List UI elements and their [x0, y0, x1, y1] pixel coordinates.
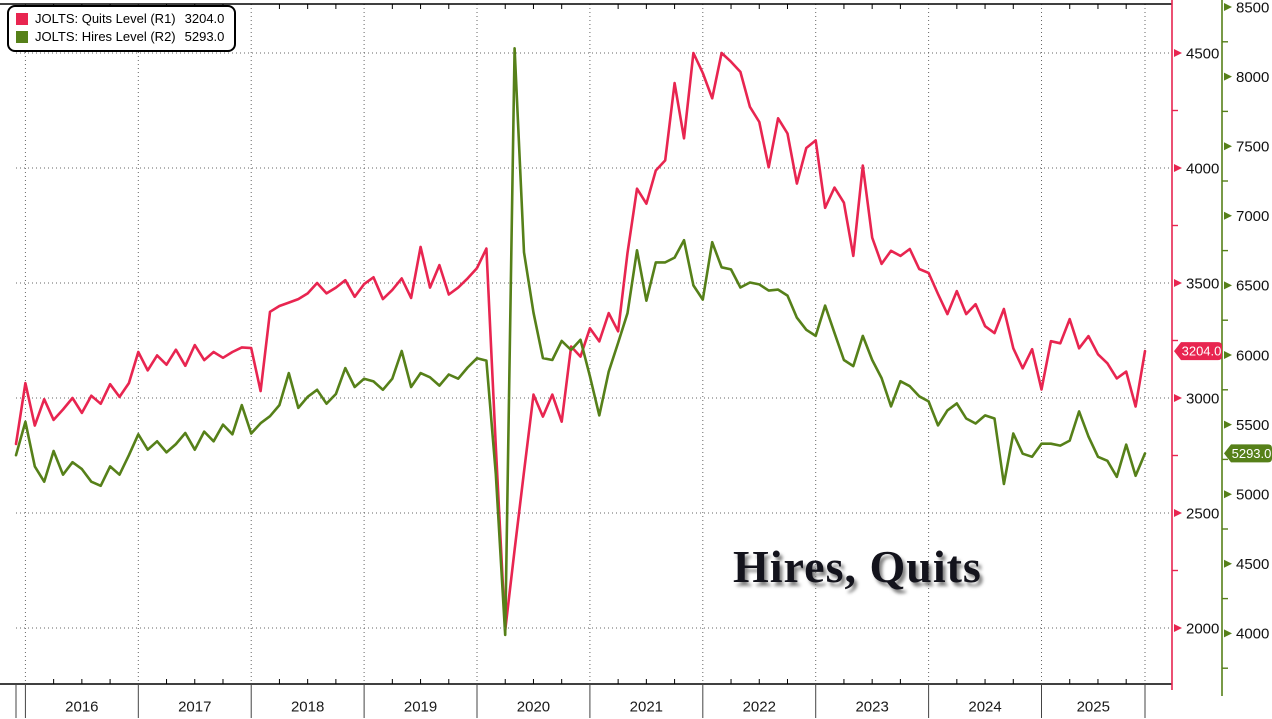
- r1-tick-arrow-icon: [1174, 279, 1182, 287]
- r2-tick-arrow-icon: [1224, 559, 1232, 568]
- r2-tick-label: 4000: [1236, 626, 1269, 643]
- legend-quits-value: 3204.0: [184, 11, 225, 26]
- r2-tick-label: 6000: [1236, 347, 1269, 364]
- r1-tick-label: 2000: [1186, 620, 1219, 637]
- r2-tick-arrow-icon: [1224, 72, 1232, 81]
- r1-tick-label: 3500: [1186, 275, 1219, 292]
- hires-value-tag-text: 5293.0: [1232, 446, 1272, 461]
- legend-item-quits[interactable]: JOLTS: Quits Level (R1) 3204.0: [16, 10, 224, 28]
- hires-line: [14, 46, 1147, 637]
- x-year-label: 2025: [1077, 698, 1110, 715]
- r2-tick-label: 7500: [1236, 138, 1269, 155]
- r1-tick-label: 3000: [1186, 390, 1219, 407]
- legend-quits-label: JOLTS: Quits Level (R1): [35, 11, 176, 26]
- quits-value-tag-text: 3204.0: [1182, 344, 1222, 359]
- r2-tick-label: 5000: [1236, 486, 1269, 503]
- chart-legend: JOLTS: Quits Level (R1) 3204.0 JOLTS: Hi…: [7, 5, 237, 52]
- r2-tick-label: 6500: [1236, 278, 1269, 295]
- x-year-label: 2018: [291, 698, 324, 715]
- r2-tick-label: 8500: [1236, 0, 1269, 16]
- x-year-label: 2020: [517, 698, 550, 715]
- r2-tick-arrow-icon: [1224, 211, 1232, 220]
- quits-value-tag-bg: [1174, 342, 1222, 361]
- r1-tick-label: 2500: [1186, 505, 1219, 522]
- quits-swatch-icon: [16, 13, 28, 25]
- r2-tick-label: 7000: [1236, 208, 1269, 225]
- r2-tick-arrow-icon: [1224, 420, 1232, 429]
- r2-tick-arrow-icon: [1224, 142, 1232, 151]
- r2-tick-arrow-icon: [1224, 281, 1232, 290]
- r2-tick-label: 8000: [1236, 69, 1269, 86]
- r2-tick-arrow-icon: [1224, 490, 1232, 499]
- hires-value-tag-bg: [1224, 444, 1272, 463]
- r1-tick-label: 4500: [1186, 45, 1219, 62]
- x-year-label: 2024: [968, 698, 1001, 715]
- x-year-label: 2023: [855, 698, 888, 715]
- legend-hires-label: JOLTS: Hires Level (R2): [35, 29, 176, 44]
- r1-tick-arrow-icon: [1174, 509, 1182, 517]
- x-year-label: 2017: [178, 698, 211, 715]
- r1-tick-arrow-icon: [1174, 49, 1182, 57]
- r2-tick-label: 4500: [1236, 556, 1269, 573]
- r1-tick-label: 4000: [1186, 160, 1219, 177]
- r2-tick-arrow-icon: [1224, 629, 1232, 638]
- x-year-label: 2019: [404, 698, 437, 715]
- quits-line: [14, 51, 1147, 632]
- x-year-label: 2021: [630, 698, 663, 715]
- chart-annotation-title: Hires, Quits: [733, 541, 982, 592]
- r1-tick-arrow-icon: [1174, 164, 1182, 172]
- r1-tick-arrow-icon: [1174, 394, 1182, 402]
- r2-tick-label: 5500: [1236, 417, 1269, 434]
- legend-item-hires[interactable]: JOLTS: Hires Level (R2) 5293.0: [16, 28, 224, 46]
- hires-swatch-icon: [16, 31, 28, 43]
- x-year-label: 2016: [65, 698, 98, 715]
- legend-hires-value: 5293.0: [184, 29, 225, 44]
- r1-tick-arrow-icon: [1174, 624, 1182, 632]
- x-year-label: 2022: [743, 698, 776, 715]
- r2-tick-arrow-icon: [1224, 3, 1232, 11]
- r2-tick-arrow-icon: [1224, 351, 1232, 359]
